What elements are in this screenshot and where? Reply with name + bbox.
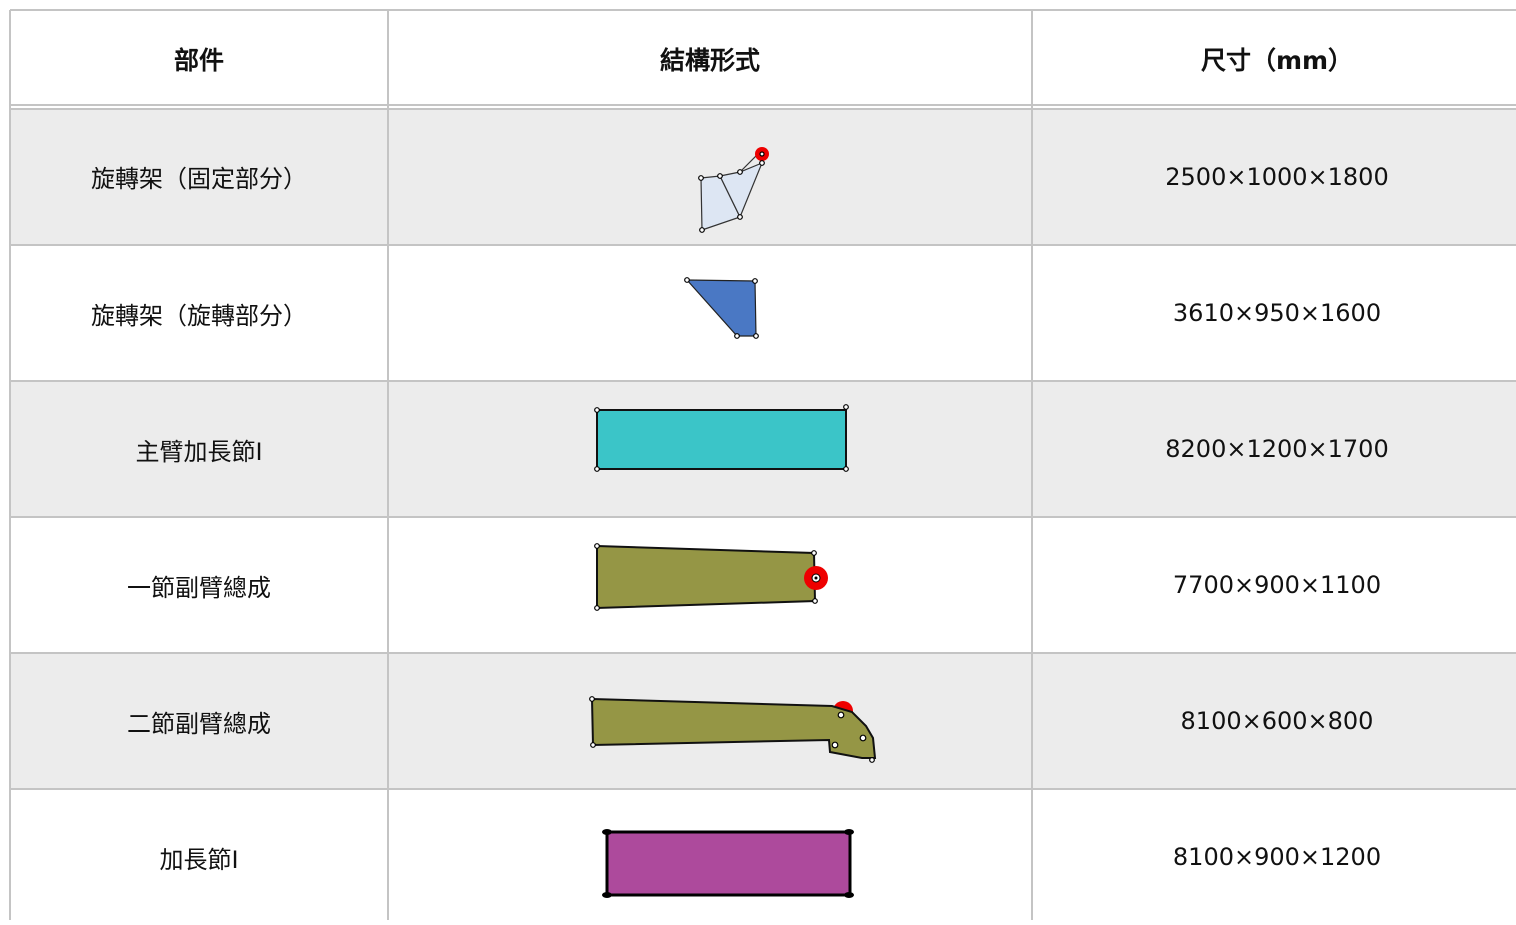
shape-fixed-rotary-frame <box>698 147 769 233</box>
row-border <box>10 244 1516 246</box>
part-cell: 旋轉架（固定部分） <box>91 165 307 193</box>
part-cell: 加長節I <box>159 845 239 874</box>
row-background <box>10 108 1516 245</box>
part-cell: 主臂加長節I <box>135 437 263 466</box>
size-cell: 8100×900×1200 <box>1172 843 1382 871</box>
row-border <box>10 9 1516 11</box>
header-cell: 結構形式 <box>659 46 760 75</box>
shape-extension-section <box>602 829 854 898</box>
shape-main-boom-extension <box>594 404 849 472</box>
column-border <box>1031 10 1033 920</box>
shape-rotating-frame <box>684 277 759 339</box>
part-cell: 二節副臂總成 <box>127 709 271 738</box>
header-cell: 尺寸（mm） <box>1200 46 1354 75</box>
row-border <box>10 380 1516 382</box>
size-cell: 8200×1200×1700 <box>1165 435 1389 463</box>
size-cell: 3610×950×1600 <box>1172 299 1382 327</box>
column-border <box>387 10 389 920</box>
size-cell: 8100×600×800 <box>1180 707 1374 735</box>
row-border <box>10 652 1516 654</box>
shape-jib-section-2 <box>589 696 877 763</box>
row-border <box>10 108 1516 110</box>
column-border <box>9 10 11 920</box>
row-border <box>10 788 1516 790</box>
header-cell: 部件 <box>173 46 224 75</box>
part-cell: 旋轉架（旋轉部分） <box>91 301 307 330</box>
part-cell: 一節副臂總成 <box>127 573 271 602</box>
row-border <box>10 104 1516 106</box>
shape-jib-section-1 <box>594 543 828 611</box>
row-border <box>10 516 1516 518</box>
size-cell: 2500×1000×1800 <box>1165 162 1389 191</box>
size-cell: 7700×900×1100 <box>1172 571 1382 599</box>
